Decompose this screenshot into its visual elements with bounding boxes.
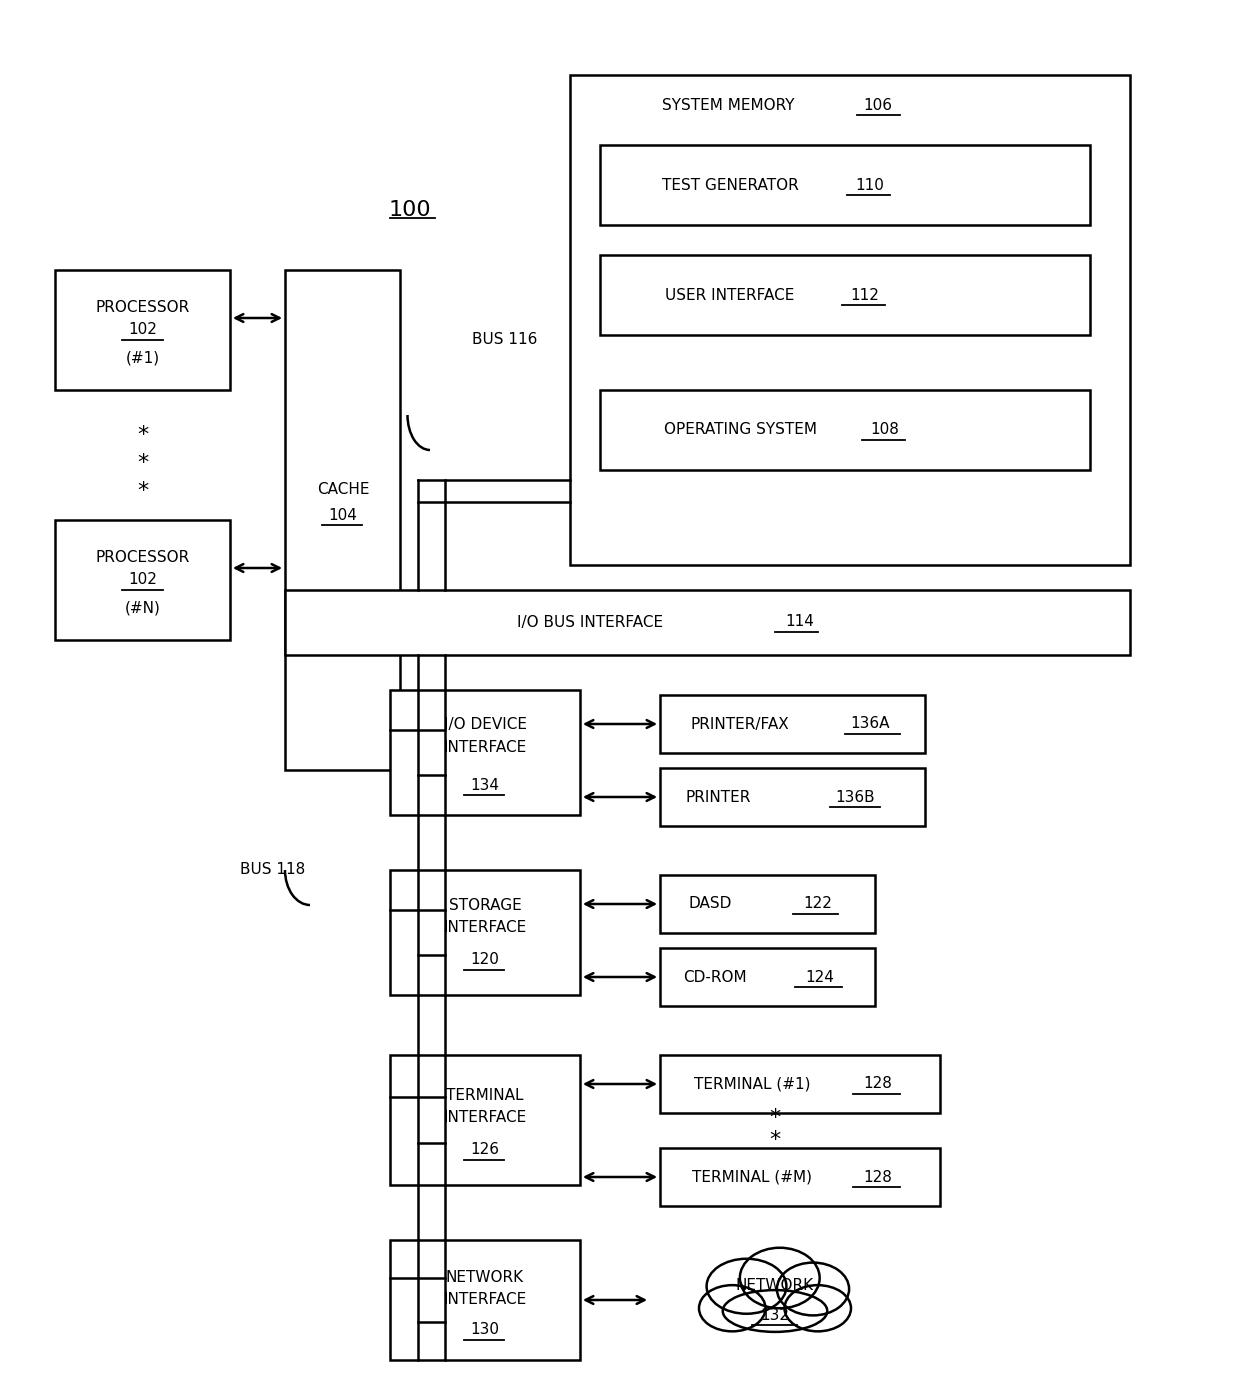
Text: INTERFACE: INTERFACE <box>444 1110 527 1125</box>
Text: 122: 122 <box>804 897 832 911</box>
FancyBboxPatch shape <box>391 869 580 995</box>
Text: 136B: 136B <box>836 790 874 804</box>
Text: 136A: 136A <box>851 716 890 732</box>
Text: TERMINAL: TERMINAL <box>446 1088 523 1103</box>
Text: 110: 110 <box>856 178 884 192</box>
Text: *: * <box>769 1109 781 1128</box>
Text: 120: 120 <box>470 953 500 968</box>
Text: TERMINAL (#1): TERMINAL (#1) <box>693 1077 810 1092</box>
Text: 104: 104 <box>329 508 357 523</box>
Text: CD-ROM: CD-ROM <box>683 970 746 985</box>
Text: 134: 134 <box>470 778 500 793</box>
Text: INTERFACE: INTERFACE <box>444 921 527 936</box>
FancyBboxPatch shape <box>55 270 229 389</box>
FancyBboxPatch shape <box>660 768 925 826</box>
Text: (#N): (#N) <box>125 601 161 615</box>
Text: PROCESSOR: PROCESSOR <box>95 551 190 566</box>
Text: BUS 116: BUS 116 <box>472 332 537 348</box>
Text: (#1): (#1) <box>126 351 160 366</box>
FancyBboxPatch shape <box>391 1239 580 1360</box>
Text: 112: 112 <box>851 288 879 302</box>
Ellipse shape <box>723 1289 827 1333</box>
Text: *: * <box>138 453 149 473</box>
Text: PROCESSOR: PROCESSOR <box>95 300 190 316</box>
Text: I/O DEVICE: I/O DEVICE <box>444 718 527 733</box>
Text: 102: 102 <box>129 573 157 587</box>
FancyBboxPatch shape <box>570 75 1130 565</box>
Text: INTERFACE: INTERFACE <box>444 1292 527 1308</box>
Text: TERMINAL (#M): TERMINAL (#M) <box>692 1170 812 1185</box>
Text: 106: 106 <box>863 97 893 113</box>
Text: 102: 102 <box>129 323 157 338</box>
Text: NETWORK: NETWORK <box>735 1277 815 1292</box>
FancyBboxPatch shape <box>660 1054 940 1113</box>
FancyBboxPatch shape <box>391 1054 580 1185</box>
FancyBboxPatch shape <box>600 145 1090 225</box>
Text: 128: 128 <box>863 1170 893 1185</box>
Text: NETWORK: NETWORK <box>446 1270 525 1285</box>
Text: 130: 130 <box>470 1323 500 1338</box>
FancyBboxPatch shape <box>660 1148 940 1206</box>
FancyBboxPatch shape <box>600 255 1090 335</box>
FancyBboxPatch shape <box>660 949 875 1006</box>
FancyBboxPatch shape <box>285 590 1130 655</box>
Text: STORAGE: STORAGE <box>449 897 521 912</box>
Text: I/O BUS INTERFACE: I/O BUS INTERFACE <box>517 615 663 630</box>
FancyBboxPatch shape <box>55 520 229 640</box>
Text: *: * <box>769 1129 781 1150</box>
Text: *: * <box>138 481 149 501</box>
Text: INTERFACE: INTERFACE <box>444 740 527 755</box>
Text: 126: 126 <box>470 1142 500 1157</box>
Ellipse shape <box>785 1285 851 1331</box>
FancyBboxPatch shape <box>660 875 875 933</box>
FancyBboxPatch shape <box>391 690 580 815</box>
Text: PRINTER/FAX: PRINTER/FAX <box>691 716 790 732</box>
Text: USER INTERFACE: USER INTERFACE <box>666 288 795 302</box>
Text: SYSTEM MEMORY: SYSTEM MEMORY <box>662 97 795 113</box>
Ellipse shape <box>699 1285 765 1331</box>
Text: DASD: DASD <box>688 897 732 911</box>
Text: 124: 124 <box>806 970 835 985</box>
Text: 108: 108 <box>870 423 899 438</box>
FancyBboxPatch shape <box>600 389 1090 470</box>
Ellipse shape <box>777 1263 849 1316</box>
Text: TEST GENERATOR: TEST GENERATOR <box>662 178 799 192</box>
FancyBboxPatch shape <box>285 270 401 771</box>
Text: CACHE: CACHE <box>316 483 370 498</box>
Text: 132: 132 <box>760 1308 790 1323</box>
Text: 100: 100 <box>388 200 432 220</box>
Ellipse shape <box>707 1259 786 1313</box>
Text: OPERATING SYSTEM: OPERATING SYSTEM <box>663 423 816 438</box>
Text: *: * <box>138 426 149 445</box>
Text: 114: 114 <box>786 615 815 630</box>
Text: 128: 128 <box>863 1077 893 1092</box>
Text: PRINTER: PRINTER <box>686 790 750 804</box>
FancyBboxPatch shape <box>660 696 925 753</box>
Text: BUS 118: BUS 118 <box>241 862 305 878</box>
Ellipse shape <box>740 1248 820 1309</box>
